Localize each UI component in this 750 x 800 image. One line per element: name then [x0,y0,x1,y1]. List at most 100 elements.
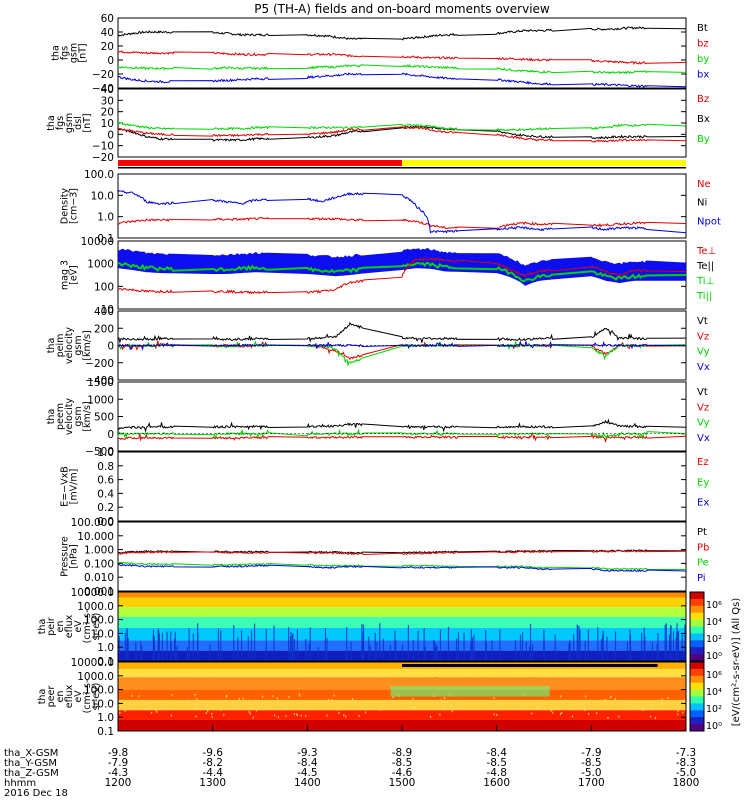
x-tick-t: 1700 [578,777,605,789]
mode-bar [118,160,686,169]
spectrogram-streak [439,629,442,664]
spectrogram-streak [300,714,303,717]
y-tick-label: 0 [107,429,114,441]
series-npot [117,190,687,234]
colorbar-segment [690,689,704,697]
spectrogram-streak [667,696,669,699]
spectrogram-streak [326,637,328,673]
y-axis-label: gsm [73,406,84,426]
spectrogram-streak [606,636,608,672]
legend-vz: Vz [697,331,709,342]
legend-bx: bx [697,70,709,81]
x-tick-y: -7.9 [108,757,129,769]
spectrogram-streak [643,627,645,663]
spectrogram-streak [273,714,276,717]
spectrogram-streak [519,634,522,670]
mode-bar-yellow [402,160,686,166]
y-tick-label: 0.8 [97,461,114,473]
legend-vz: Vz [697,402,709,413]
spectrogram-streak [326,714,328,717]
series-bx [117,125,687,142]
spectrogram-streak [668,634,671,670]
spectrogram-streak [443,696,446,699]
spectrogram-streak [470,629,472,664]
y-axis-label: velocity [64,327,75,365]
spectrogram-streak [603,700,605,703]
x-tick-z: -4.4 [202,767,223,779]
spectrogram-streak [455,638,458,674]
series-pe [117,561,686,571]
spectrogram-streak [343,700,345,703]
spectrogram-band [118,592,686,598]
colorbar-segment [690,619,704,627]
panel-temp: 10000 1000 100 10 mag 3[eV] Te⊥ Te|| Ti⊥ Ti|| [60,236,717,316]
spectrogram-streak [407,625,409,660]
x-tick-x: -9.3 [297,747,318,759]
spectrogram-streak [412,697,414,700]
colorbar-tick: 10² [706,634,722,645]
spectrogram-streak [348,702,351,705]
y-tick-label: 100.000 [71,517,114,529]
spectrogram-streak [485,642,487,678]
legend-vt: Vt [697,316,708,327]
y-tick-label: −200 [85,358,114,370]
legend-ez: Ez [697,457,709,468]
spectrogram-streak [382,638,385,674]
spectrogram-streak [158,633,160,669]
series-te⊥ [117,257,687,295]
spectrogram-band [118,668,686,678]
y-axis-label: tha [46,409,57,425]
x-tick-t: 1400 [294,777,321,789]
spectrogram-streak [451,710,453,713]
colorbar-tick: 10² [706,704,722,715]
x-tick-t: 1500 [389,777,416,789]
colorbar-segment [690,612,704,621]
spectrogram-streak [642,709,644,712]
x-tick-y: -8.5 [486,757,507,769]
colorbar-segment [690,724,704,732]
spectrogram-streak [220,708,222,711]
y-tick-label: 10000.0 [71,587,114,599]
spectrogram-streak [651,642,654,677]
y-axis-label: E=−VxB [60,466,71,507]
legend-pe: Pe [697,558,709,569]
y-axis-label: eV [73,690,84,703]
x-tick-y: -8.5 [392,757,413,769]
spectrogram-streak [206,703,208,706]
colorbar-label: [eV/(cm²-s-sr-eV)] (All Qs) [731,598,742,727]
colorbar-tick: 10⁶ [706,600,722,611]
spectrogram-streak [267,705,270,708]
spectrogram-streak [409,702,412,705]
series-pb [117,550,687,556]
y-tick-label: 100 [94,281,114,293]
series-ti-par [117,261,687,283]
spectrogram-band [390,686,550,697]
series-bz [117,50,687,65]
y-axis-label: en [55,691,66,703]
spectrogram-streak [155,709,157,712]
y-tick-label: 10000 [81,236,114,248]
spectrogram-streak [660,702,662,705]
spectrogram-streak [434,641,436,677]
spectrogram-band [402,664,658,667]
x-tick-z: -5.0 [676,767,697,779]
spectrogram-streak [272,695,274,698]
spectrogram-streak [644,636,646,671]
spectrogram-streak [152,634,155,670]
spectrogram-streak [450,703,452,706]
y-axis-label: Density [60,188,71,224]
spectrogram-streak [173,638,176,673]
x-tick-t: 1600 [483,777,510,789]
y-tick-label: 10.0 [91,190,114,202]
y-axis-label: (cm²-s- [82,610,93,644]
spectrogram-streak [358,714,360,717]
colorbar-segment [690,668,704,677]
series-by [117,122,687,132]
spectrogram-streak [665,623,667,658]
spectrogram-streak [578,699,580,702]
x-row-label: hhmm [4,778,36,789]
colorbar-tick: 10⁶ [706,670,722,681]
spectrogram-streak [543,639,545,674]
spectrogram-streak [414,706,416,709]
spectrogram-streak [652,708,654,711]
